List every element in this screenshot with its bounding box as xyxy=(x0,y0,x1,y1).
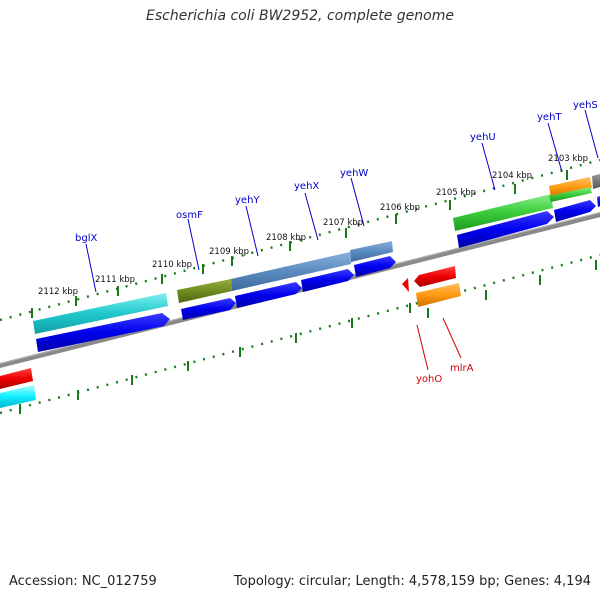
feature-yehY-yehX-track[interactable] xyxy=(231,252,351,291)
cds-arrow-yehX[interactable] xyxy=(301,269,354,292)
map-title: Escherichia coli BW2952, complete genome xyxy=(146,8,454,24)
leader-lines-forward xyxy=(85,109,599,293)
kbp-label: 2103 kbp xyxy=(548,154,588,164)
cds-arrow-left-reverse[interactable] xyxy=(0,368,33,389)
gene-label-mlrA: mlrA xyxy=(450,363,474,374)
cds-arrow-yehW[interactable] xyxy=(354,256,396,277)
reverse-gene-labels: yohO mlrA xyxy=(416,363,474,385)
gene-label-yehU: yehU xyxy=(470,132,496,143)
cds-arrow-yohO[interactable] xyxy=(414,266,456,287)
ruler-labels: 2112 kbp 2111 kbp 2110 kbp 2109 kbp 2108… xyxy=(38,154,588,297)
feature-yehS-track[interactable] xyxy=(592,174,600,189)
kbp-label: 2109 kbp xyxy=(209,247,249,257)
gene-label-bglX: bglX xyxy=(75,233,97,244)
upper-major-ticks xyxy=(31,170,568,318)
forward-gene-labels: bglX osmF yehY yehX yehW yehU yehT yehS xyxy=(75,100,598,244)
leader-lines-reverse xyxy=(416,317,462,371)
feature-yehW-track[interactable] xyxy=(350,241,393,262)
gene-label-yehW: yehW xyxy=(340,168,368,179)
gene-label-osmF: osmF xyxy=(176,210,203,221)
kbp-label: 2104 kbp xyxy=(492,171,532,181)
kbp-label: 2110 kbp xyxy=(152,260,192,270)
genome-summary-text: Topology: circular; Length: 4,578,159 bp… xyxy=(233,574,591,589)
cds-arrow-bglX[interactable] xyxy=(36,313,170,352)
accession-text: Accession: NC_012759 xyxy=(9,574,157,589)
cds-arrow-yehU[interactable] xyxy=(457,211,554,248)
upper-ruler-arc xyxy=(0,158,600,322)
feature-yehT-track[interactable] xyxy=(549,177,592,198)
gene-label-yohO: yohO xyxy=(416,374,442,385)
cds-arrow-yehY[interactable] xyxy=(235,282,302,308)
kbp-label: 2111 kbp xyxy=(95,275,135,285)
gene-label-yehX: yehX xyxy=(294,181,319,192)
cds-arrow-osmF[interactable] xyxy=(181,298,236,320)
feature-yehT-green-track[interactable] xyxy=(549,187,592,202)
lower-major-ticks xyxy=(19,260,597,414)
cds-arrow-yehT[interactable] xyxy=(554,200,596,222)
feature-left-cyan-track[interactable] xyxy=(0,385,36,408)
kbp-label: 2112 kbp xyxy=(38,287,78,297)
kbp-label: 2108 kbp xyxy=(266,233,306,243)
gene-label-yehY: yehY xyxy=(235,195,260,206)
gene-label-yehS: yehS xyxy=(573,100,598,111)
kbp-label: 2105 kbp xyxy=(436,188,476,198)
kbp-label: 2106 kbp xyxy=(380,203,420,213)
gene-label-yehT: yehT xyxy=(537,112,562,123)
feature-bglX-track[interactable] xyxy=(33,293,168,334)
lower-ruler-arc xyxy=(0,253,600,415)
feature-mlrA-track[interactable] xyxy=(416,283,461,307)
feature-yehU-track[interactable] xyxy=(453,194,553,231)
cds-arrow-yohO-small[interactable] xyxy=(402,278,409,292)
cds-arrow-yehS[interactable] xyxy=(597,196,600,207)
feature-osmF-track[interactable] xyxy=(177,279,232,303)
kbp-label: 2107 kbp xyxy=(323,218,363,228)
